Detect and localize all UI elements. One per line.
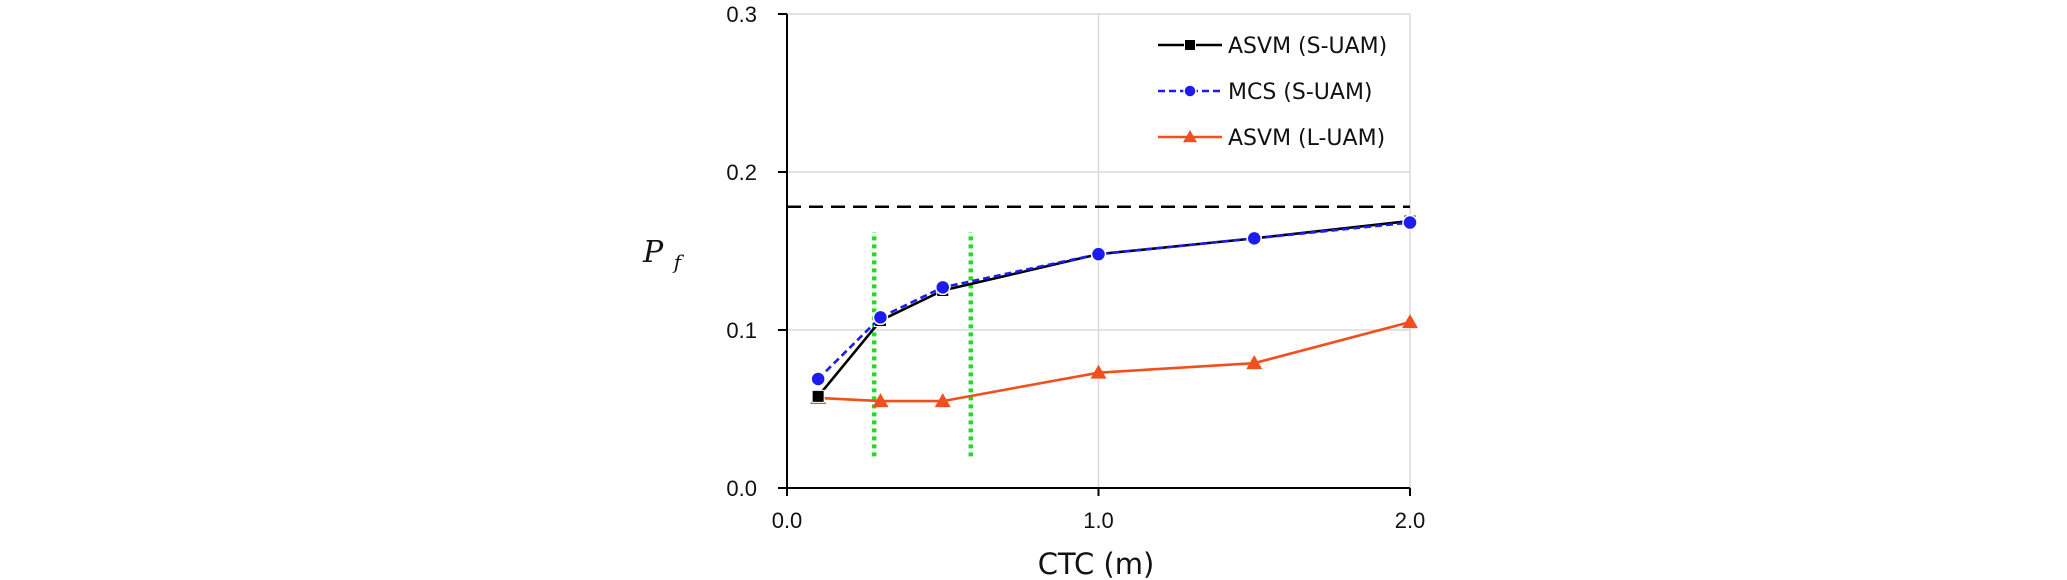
legend-marker-asvm-s-uam bbox=[1184, 39, 1196, 51]
legend-item-asvm-s-uam: ASVM (S-UAM) bbox=[1158, 34, 1387, 59]
asvm-l-uam-point-4 bbox=[1246, 355, 1263, 370]
mcs-s-uam-point-3 bbox=[1090, 246, 1107, 262]
x-axis-title: CTC (m) bbox=[1038, 547, 1155, 580]
reference-lines bbox=[787, 205, 1410, 457]
legend-item-mcs-s-uam: MCS (S-UAM) bbox=[1158, 80, 1373, 105]
legend-item-asvm-l-uam: ASVM (L-UAM) bbox=[1158, 126, 1385, 151]
axes: 0.0 0.1 0.2 0.3 0.0 1.0 2.0 bbox=[726, 2, 1425, 533]
x-tick-label-2: 2.0 bbox=[1395, 508, 1426, 533]
x-tick-label-1: 1.0 bbox=[1083, 508, 1114, 533]
mcs-s-uam-line bbox=[817, 221, 1411, 380]
asvm-l-uam-point-3 bbox=[1090, 364, 1107, 379]
asvm-s-uam-point-0 bbox=[811, 389, 825, 403]
mcs-s-uam-point-1 bbox=[872, 309, 889, 326]
series-mcs-s-uam bbox=[810, 214, 1418, 387]
legend-label-asvm-l-uam: ASVM (L-UAM) bbox=[1228, 126, 1385, 151]
asvm-l-uam-point-2 bbox=[934, 393, 951, 408]
series-asvm-s-uam bbox=[811, 214, 1417, 403]
y-tick-label-1: 0.1 bbox=[726, 318, 757, 343]
y-tick-label-2: 0.2 bbox=[726, 160, 757, 185]
y-tick-label-3: 0.3 bbox=[726, 2, 757, 27]
asvm-l-uam-point-1 bbox=[872, 393, 889, 408]
asvm-l-uam-point-5 bbox=[1402, 314, 1418, 329]
mcs-s-uam-point-4 bbox=[1246, 230, 1262, 247]
legend-label-asvm-s-uam: ASVM (S-UAM) bbox=[1228, 34, 1387, 59]
y-axis-title-main: P bbox=[642, 235, 664, 270]
y-tick-label-0: 0.0 bbox=[726, 476, 757, 501]
legend: ASVM (S-UAM) MCS (S-UAM) ASVM (L-UAM) bbox=[1158, 34, 1387, 151]
x-tick-label-0: 0.0 bbox=[772, 508, 803, 533]
series-asvm-l-uam bbox=[810, 314, 1418, 408]
mcs-s-uam-point-2 bbox=[935, 279, 951, 296]
y-axis-title: P f bbox=[642, 235, 685, 274]
mcs-s-uam-point-0 bbox=[810, 371, 826, 387]
legend-label-mcs-s-uam: MCS (S-UAM) bbox=[1228, 80, 1373, 105]
legend-marker-mcs-s-uam bbox=[1183, 84, 1197, 98]
grid bbox=[787, 13, 1411, 488]
y-axis-title-subscript: f bbox=[672, 250, 685, 274]
legend-marker-asvm-l-uam bbox=[1183, 130, 1197, 143]
plot-series bbox=[810, 214, 1418, 408]
asvm-s-uam-line bbox=[817, 219, 1411, 398]
mcs-s-uam-point-5 bbox=[1402, 214, 1418, 231]
asvm-l-uam-line bbox=[818, 320, 1411, 403]
